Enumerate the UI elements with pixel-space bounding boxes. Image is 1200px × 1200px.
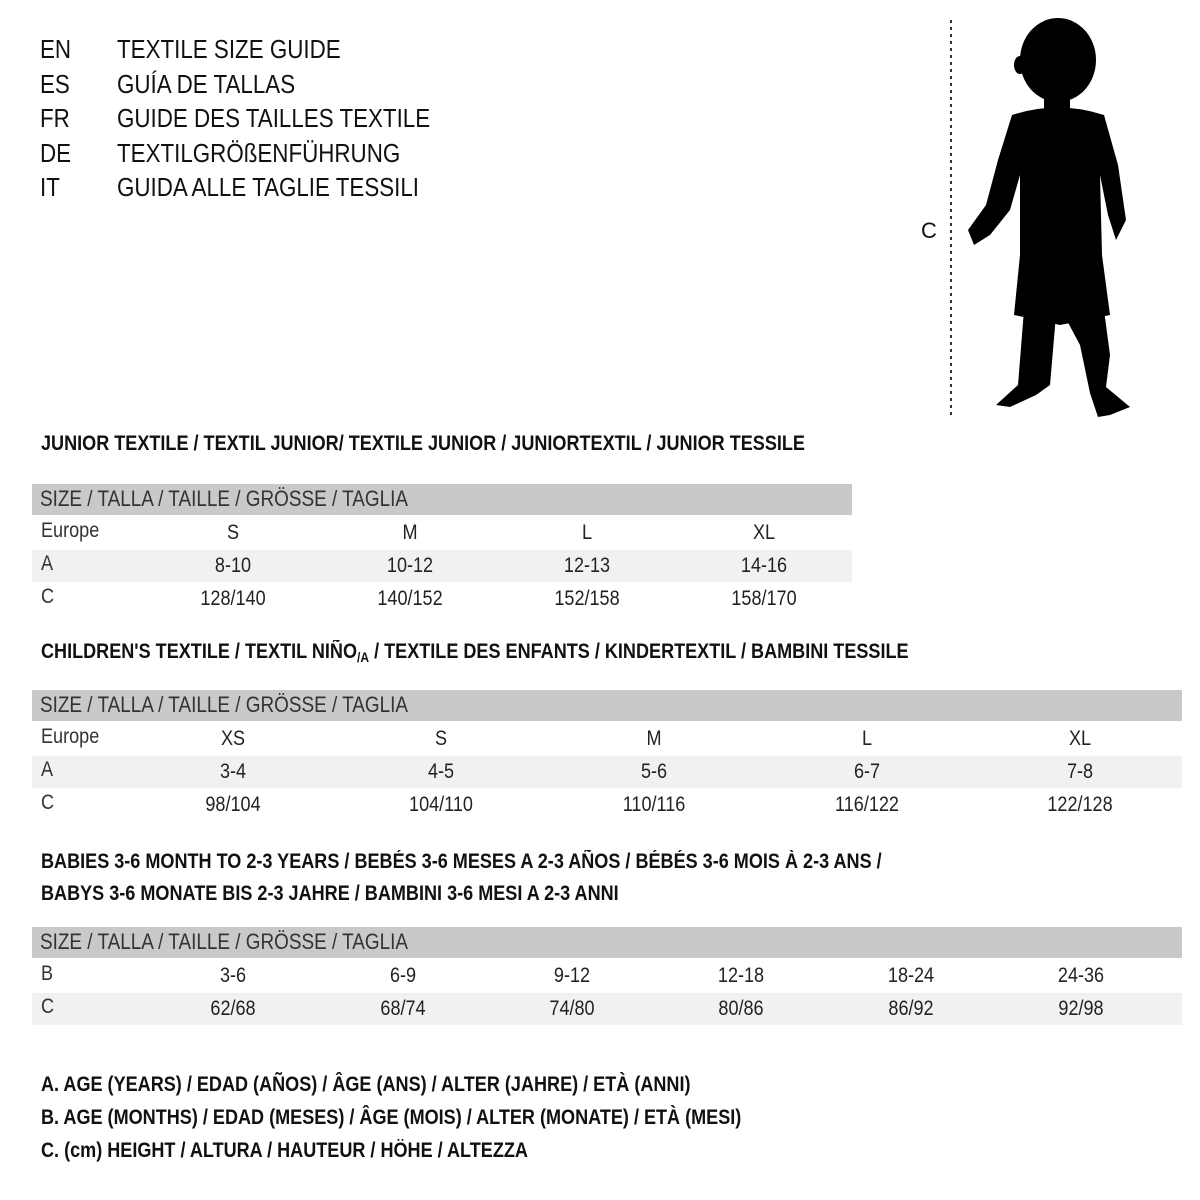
table-cell: 14-16: [740, 554, 788, 577]
children-section-title: CHILDREN'S TEXTILE / TEXTIL NIÑO/A / TEX…: [41, 640, 909, 665]
row-label: C: [41, 995, 55, 1018]
height-label-c: C: [921, 218, 937, 243]
table-header-label: SIZE / TALLA / TAILLE / GRÖSSE / TAGLIA: [40, 692, 409, 717]
guide-title: GUIDE DES TAILLES TEXTILE: [117, 103, 431, 133]
table-cell: 9-12: [553, 964, 591, 987]
table-cell: 86/92: [888, 997, 934, 1020]
table-row: A 8-10 10-12 12-13 14-16: [32, 550, 852, 582]
language-code: ES: [40, 68, 70, 99]
table-header-label: SIZE / TALLA / TAILLE / GRÖSSE / TAGLIA: [40, 929, 409, 954]
table-row: C 98/104 104/110 110/116 116/122 122/128: [32, 789, 1182, 821]
table-cell: 158/170: [731, 587, 797, 610]
row-label: C: [41, 585, 55, 608]
table-cell: 12-18: [717, 964, 765, 987]
table-row: A 3-4 4-5 5-6 6-7 7-8: [32, 756, 1182, 788]
table-cell: 104/110: [409, 793, 473, 816]
table-cell: 74/80: [549, 997, 595, 1020]
table-cell: 6-7: [853, 760, 881, 783]
table-cell: 4-5: [427, 760, 455, 783]
table-cell: L: [861, 727, 873, 750]
table-row: C 128/140 140/152 152/158 158/170: [32, 583, 852, 615]
table-cell: 24-36: [1057, 964, 1105, 987]
table-cell: 92/98: [1058, 997, 1104, 1020]
junior-section-title: JUNIOR TEXTILE / TEXTIL JUNIOR/ TEXTILE …: [41, 432, 805, 455]
guide-title: TEXTILGRÖßENFÜHRUNG: [117, 137, 401, 168]
row-label: A: [41, 552, 54, 575]
table-cell: 68/74: [380, 997, 426, 1020]
table-cell: M: [646, 727, 662, 750]
legend-line: B. AGE (MONTHS) / EDAD (MESES) / ÂGE (MO…: [41, 1106, 742, 1129]
legend-line: C. (cm) HEIGHT / ALTURA / HAUTEUR / HÖHE…: [41, 1139, 528, 1162]
table-cell: 152/158: [554, 587, 620, 610]
table-cell: 10-12: [386, 554, 434, 577]
guide-title: TEXTILE SIZE GUIDE: [117, 34, 341, 64]
table-row: Europe S M L XL: [32, 517, 852, 549]
row-label: Europe: [41, 519, 100, 542]
table-cell: 8-10: [214, 554, 252, 577]
table-cell: 128/140: [200, 587, 266, 610]
row-label: A: [41, 758, 54, 781]
child-silhouette-icon: [950, 18, 1130, 417]
row-label: B: [41, 962, 54, 985]
babies-section-title-line1: BABIES 3-6 MONTH TO 2-3 YEARS / BEBÉS 3-…: [41, 850, 882, 873]
table-row: B 3-6 6-9 9-12 12-18 18-24 24-36: [32, 960, 1182, 992]
children-title-sub: /A: [357, 649, 370, 665]
table-cell: 7-8: [1066, 760, 1094, 783]
table-cell: 140/152: [377, 587, 443, 610]
row-label: C: [41, 791, 55, 814]
table-row: Europe XS S M L XL: [32, 723, 1182, 755]
row-label: Europe: [41, 725, 100, 748]
table-cell: 110/116: [622, 793, 686, 816]
table-header-row: SIZE / TALLA / TAILLE / GRÖSSE / TAGLIA: [32, 484, 852, 515]
table-cell: 62/68: [210, 997, 256, 1020]
table-cell: 80/86: [718, 997, 764, 1020]
table-row: C 62/68 68/74 74/80 80/86 86/92 92/98: [32, 993, 1182, 1025]
table-cell: 98/104: [205, 793, 261, 816]
table-cell: 122/128: [1047, 793, 1113, 816]
language-code: FR: [40, 103, 70, 133]
table-cell: L: [581, 521, 593, 544]
language-code: DE: [40, 137, 72, 168]
table-header-label: SIZE / TALLA / TAILLE / GRÖSSE / TAGLIA: [40, 486, 409, 511]
language-code: IT: [40, 172, 60, 202]
guide-title: GUIDA ALLE TAGLIE TESSILI: [117, 172, 420, 202]
children-title-part: CHILDREN'S TEXTILE / TEXTIL NIÑO: [41, 640, 358, 663]
table-cell: 3-6: [219, 964, 247, 987]
table-cell: 3-4: [219, 760, 247, 783]
guide-title: GUÍA DE TALLAS: [117, 68, 296, 99]
table-header-row: SIZE / TALLA / TAILLE / GRÖSSE / TAGLIA: [32, 690, 1182, 721]
table-cell: XL: [752, 521, 776, 544]
table-cell: S: [226, 521, 240, 544]
legend-line: A. AGE (YEARS) / EDAD (AÑOS) / ÂGE (ANS)…: [41, 1073, 691, 1096]
table-cell: 5-6: [640, 760, 668, 783]
language-code: EN: [40, 34, 72, 64]
table-header-row: SIZE / TALLA / TAILLE / GRÖSSE / TAGLIA: [32, 927, 1182, 958]
table-cell: XL: [1068, 727, 1092, 750]
table-cell: 6-9: [389, 964, 417, 987]
table-cell: 116/122: [835, 793, 899, 816]
table-cell: XS: [220, 727, 246, 750]
children-title-part: / TEXTILE DES ENFANTS / KINDERTEXTIL / B…: [369, 640, 909, 663]
table-cell: S: [434, 727, 448, 750]
table-cell: M: [402, 521, 418, 544]
table-cell: 12-13: [563, 554, 611, 577]
table-cell: 18-24: [887, 964, 935, 987]
babies-section-title-line2: BABYS 3-6 MONATE BIS 2-3 JAHRE / BAMBINI…: [41, 882, 619, 905]
